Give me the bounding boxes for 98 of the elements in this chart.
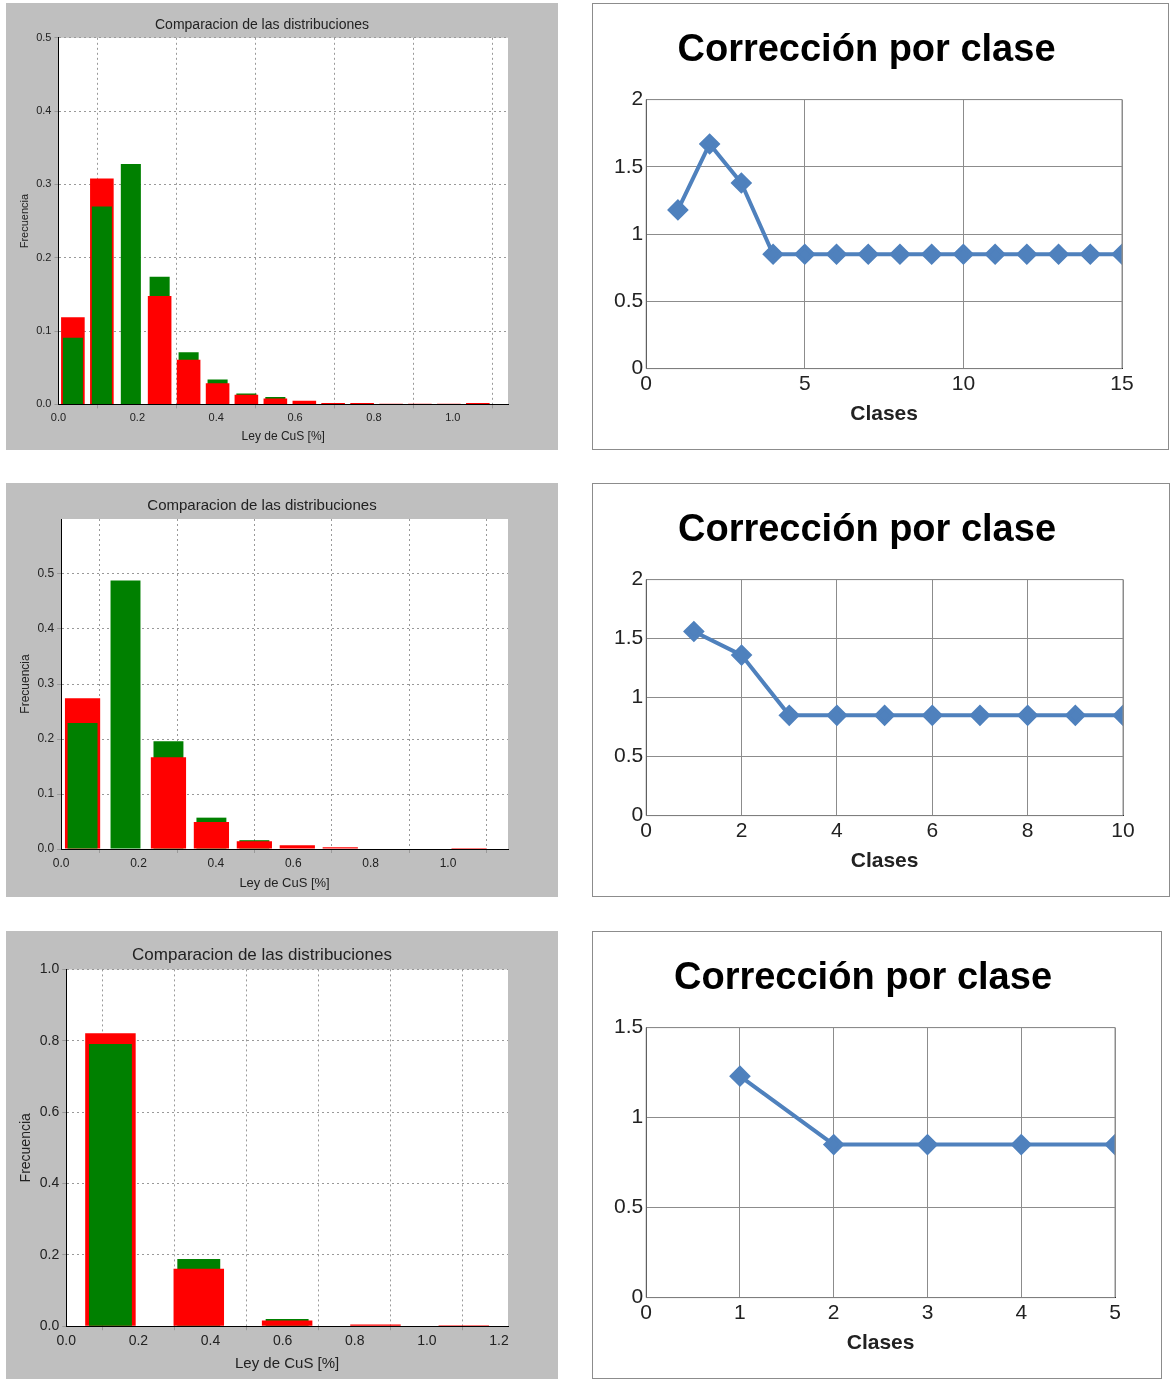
point (667, 199, 688, 220)
point (921, 244, 942, 265)
x-tick-label: 1.2 (489, 1332, 509, 1349)
y-tick-label: 2 (631, 86, 644, 110)
x-tick-label: 0.8 (366, 411, 382, 424)
x-tick-label: 5 (798, 371, 811, 394)
x-tick-label: 0.6 (287, 411, 303, 424)
y-tick-label: 0.5 (613, 288, 644, 312)
y-tick-label: 1 (631, 684, 644, 708)
x-axis-title: Clases (846, 1330, 915, 1354)
x-tick-label: 4 (831, 818, 844, 841)
x-axis-title: Ley de CuS [%] (239, 874, 330, 890)
x-tick-label: 0.0 (56, 1332, 77, 1349)
x-tick-label: 0.8 (345, 1332, 365, 1349)
y-axis-title: Frecuencia (17, 193, 30, 249)
point (794, 244, 815, 265)
point (826, 244, 847, 265)
y-tick-label: 0.4 (39, 1174, 60, 1191)
point (953, 244, 974, 265)
x-tick-label: 4 (1015, 1300, 1028, 1323)
point (763, 244, 784, 265)
x-tick-label: 1 (734, 1300, 746, 1323)
y-tick-label: 0.0 (39, 1317, 60, 1334)
point (731, 645, 752, 666)
point (858, 244, 879, 265)
x-tick-label: 15 (1110, 371, 1134, 394)
y-tick-label: 0.5 (37, 566, 55, 581)
y-tick-label: 0.1 (36, 324, 52, 337)
y-axis-title: Frecuencia (17, 1112, 34, 1183)
x-tick-label: 0.8 (362, 855, 380, 870)
y-axis-title: Frecuencia (17, 654, 32, 714)
x-tick-label: 0.6 (272, 1332, 293, 1349)
y-tick-label: 0.0 (36, 397, 52, 410)
point (683, 621, 704, 642)
y-tick-label: 1.5 (613, 625, 644, 649)
chart-title: Comparacion de las distribuciones (147, 496, 377, 514)
x-tick-label: 0.4 (208, 411, 224, 424)
y-tick-label: 0.3 (36, 177, 52, 190)
y-tick-label: 2 (631, 566, 644, 590)
y-tick-label: 0.6 (39, 1102, 60, 1119)
y-tick-label: 1 (631, 1104, 644, 1128)
x-tick-label: 1.0 (417, 1332, 437, 1349)
y-tick-label: 1.5 (613, 153, 644, 177)
point (826, 705, 847, 726)
point (1016, 244, 1037, 265)
point (985, 244, 1006, 265)
point (1080, 244, 1101, 265)
y-tick-label: 0.8 (39, 1031, 60, 1048)
y-tick-label: 1.5 (613, 1014, 644, 1038)
y-tick-label: 1.0 (39, 960, 60, 977)
point (1017, 705, 1038, 726)
x-tick-label: 2 (827, 1300, 840, 1323)
x-tick-label: 1.0 (445, 411, 461, 424)
point (889, 244, 910, 265)
x-tick-label: 0.2 (129, 411, 145, 424)
chart-title: Corrección por clase (677, 27, 1056, 70)
point (1065, 705, 1086, 726)
x-tick-label: 1.0 (439, 855, 457, 870)
y-tick-label: 0.2 (39, 1245, 60, 1262)
x-tick-label: 6 (926, 818, 939, 841)
y-tick-label: 0.4 (36, 104, 52, 117)
x-tick-label: 0.6 (284, 855, 302, 870)
y-tick-label: 0.5 (613, 1194, 644, 1218)
y-tick-label: 0.1 (37, 786, 55, 801)
x-tick-label: 10 (1111, 818, 1135, 841)
x-axis-title: Ley de CuS [%] (235, 1354, 340, 1372)
y-tick-label: 0.3 (37, 676, 55, 691)
point (922, 705, 943, 726)
x-tick-label: 0.2 (130, 855, 148, 870)
y-tick-label: 0.2 (37, 731, 55, 746)
y-tick-label: 1 (631, 220, 644, 244)
point (1048, 244, 1069, 265)
x-tick-label: 0.4 (200, 1332, 221, 1349)
x-tick-label: 0.0 (52, 855, 70, 870)
y-tick-label: 0.2 (36, 250, 52, 263)
point (779, 705, 800, 726)
x-tick-label: 0.4 (207, 855, 225, 870)
chart-title: Corrección por clase (673, 955, 1053, 998)
point (874, 705, 895, 726)
x-tick-label: 8 (1021, 818, 1034, 841)
x-tick-label: 0.2 (128, 1332, 149, 1349)
y-tick-label: 0.5 (36, 30, 52, 43)
x-tick-label: 2 (735, 818, 748, 841)
y-tick-label: 0.4 (37, 621, 55, 636)
x-tick-label: 3 (921, 1300, 934, 1323)
x-axis-title: Clases (850, 848, 919, 872)
point (969, 705, 990, 726)
point (731, 172, 752, 193)
point (699, 133, 720, 154)
chart-title: Comparacion de las distribuciones (132, 944, 392, 964)
x-tick-label: 5 (1109, 1300, 1121, 1323)
x-axis-title: Clases (850, 401, 918, 425)
y-tick-label: 0.5 (613, 743, 644, 767)
x-tick-label: 10 (951, 371, 976, 394)
y-tick-label: 0.0 (37, 841, 55, 856)
chart-title: Corrección por clase (677, 507, 1057, 550)
chart-title: Comparacion de las distribuciones (155, 16, 369, 33)
x-axis-title: Ley de CuS [%] (241, 429, 325, 444)
